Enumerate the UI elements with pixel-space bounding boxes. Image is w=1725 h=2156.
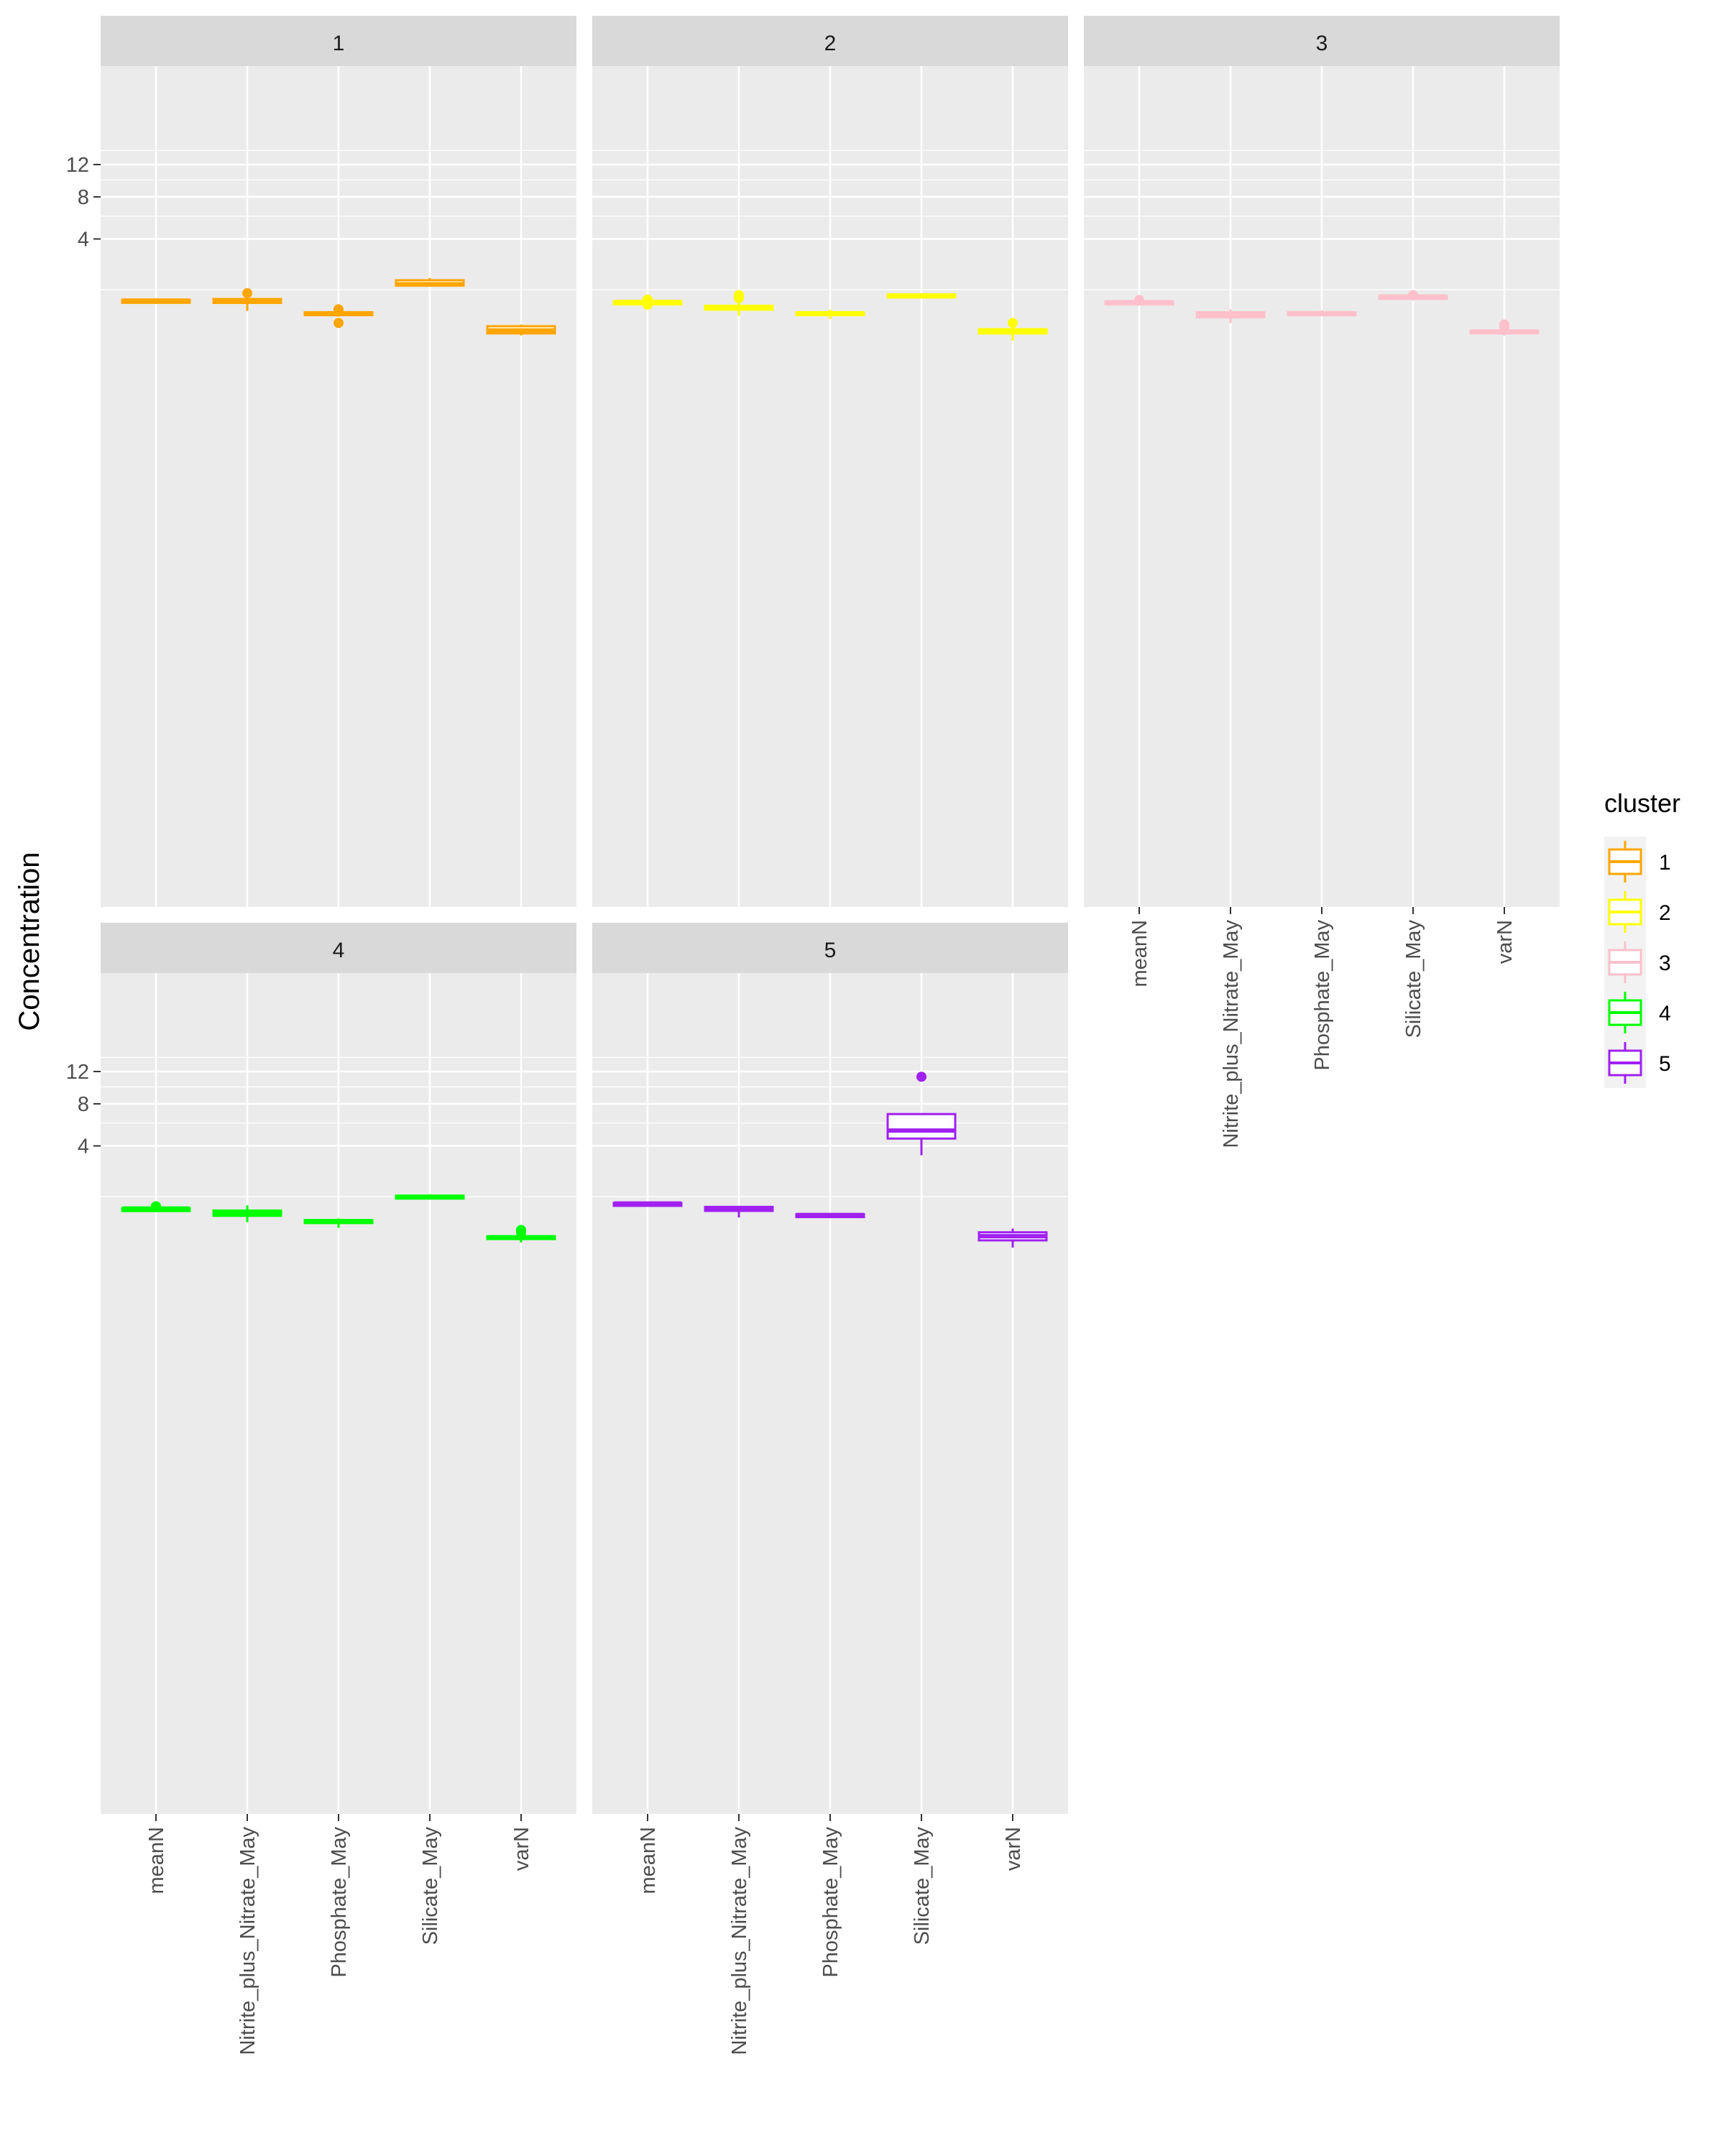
outlier-point: [1134, 295, 1144, 305]
outlier-point: [334, 318, 344, 328]
x-tick-label: Phosphate_May: [328, 1827, 351, 1978]
outlier-point: [151, 1201, 161, 1212]
facet-strip-label: 5: [824, 939, 837, 962]
facet-strip: [101, 923, 576, 973]
legend-label: 2: [1659, 901, 1671, 925]
box-iqr: [886, 1112, 957, 1140]
y-tick-label: 8: [78, 1093, 89, 1116]
y-tick-label: 12: [66, 1061, 89, 1084]
facet-strip-label: 3: [1316, 32, 1328, 55]
outlier-point: [516, 1225, 526, 1235]
x-tick-label: Phosphate_May: [819, 1827, 842, 1978]
x-tick-label: varN: [510, 1827, 533, 1871]
y-tick-label: 8: [78, 186, 89, 209]
facet-strip: [592, 16, 1068, 66]
facet-strip-label: 4: [333, 939, 345, 962]
y-tick-label: 4: [78, 1135, 89, 1158]
x-tick-label: meanN: [637, 1827, 660, 1894]
facet-strip: [1084, 16, 1560, 66]
facet-strip-label: 1: [333, 32, 345, 55]
legend-label: 4: [1659, 1002, 1671, 1026]
x-tick-label: Silicate_May: [1402, 920, 1425, 1038]
outlier-point: [916, 1072, 926, 1082]
facet-strip: [592, 923, 1068, 973]
facet-strip-label: 2: [824, 32, 837, 55]
x-tick-label: Nitrite_plus_Nitrate_May: [728, 1827, 751, 2055]
outlier-point: [734, 290, 744, 300]
x-tick-label: meanN: [1128, 920, 1151, 987]
legend-label: 5: [1659, 1052, 1671, 1076]
outlier-point: [1408, 290, 1418, 300]
facet-strip: [101, 16, 576, 66]
legend-label: 1: [1659, 851, 1671, 875]
x-tick-label: Silicate_May: [911, 1827, 934, 1945]
outlier-point: [242, 287, 252, 298]
x-tick-label: Nitrite_plus_Nitrate_May: [236, 1827, 259, 2055]
legend-title: cluster: [1604, 788, 1680, 818]
x-tick-label: varN: [1002, 1827, 1025, 1871]
x-tick-label: Phosphate_May: [1311, 920, 1334, 1071]
y-tick-label: 12: [66, 154, 89, 177]
y-axis-title: Concentration: [14, 852, 45, 1031]
x-tick-label: Silicate_May: [419, 1827, 442, 1945]
outlier-point: [1499, 319, 1509, 330]
y-tick-label: 4: [78, 229, 89, 252]
x-tick-label: varN: [1494, 920, 1517, 964]
x-tick-label: meanN: [145, 1827, 168, 1894]
x-tick-label: Nitrite_plus_Nitrate_May: [1220, 920, 1243, 1148]
outlier-point: [643, 299, 653, 310]
legend-label: 3: [1659, 952, 1671, 975]
outlier-point: [334, 304, 344, 315]
outlier-point: [1008, 318, 1018, 328]
